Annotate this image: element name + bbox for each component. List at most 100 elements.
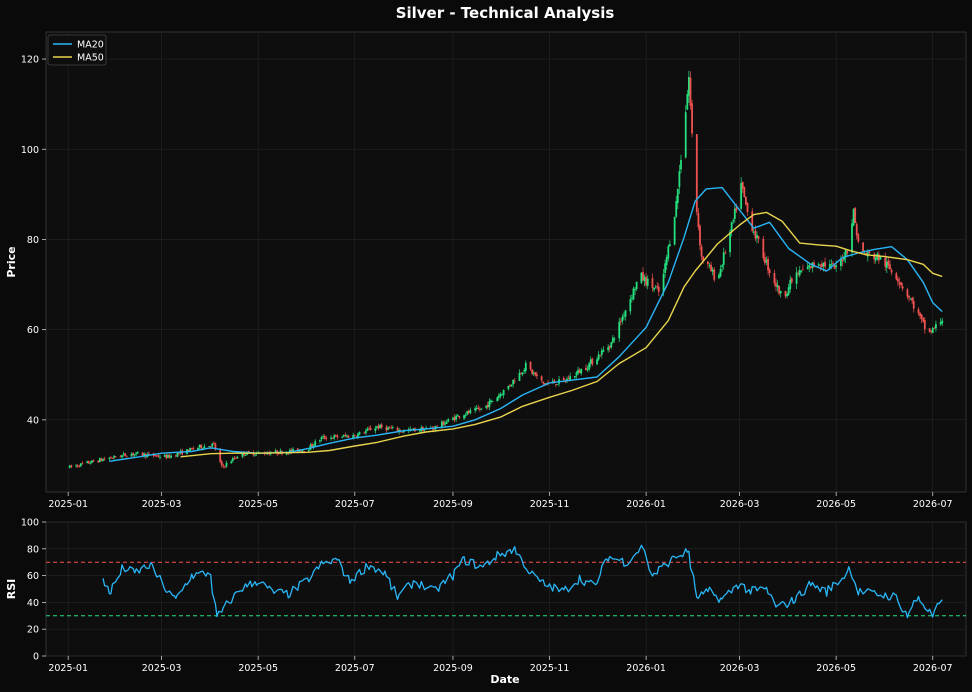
candle-up (586, 368, 589, 370)
series-ma50-line (180, 211, 943, 458)
candle-up (521, 372, 524, 375)
candle-up (445, 421, 448, 424)
rsi-x-tick-label: 2025-07 (335, 663, 375, 674)
candle-down (911, 297, 914, 301)
candle-down (132, 453, 134, 455)
candle-up (779, 290, 782, 294)
candle-up (851, 223, 853, 253)
rsi-x-tick-label: 2025-01 (48, 663, 88, 674)
rsi-x-axis: 2025-01 2025-03 2025-05 2025-07 2025-09 2025-… (48, 656, 953, 674)
candle-up (730, 222, 733, 232)
candle-up (719, 268, 722, 277)
candle-down (233, 458, 236, 459)
candle-up (366, 428, 369, 431)
candle-down (591, 358, 594, 365)
candle-down (453, 417, 456, 421)
candle-up (274, 450, 277, 453)
candle-up (817, 264, 820, 266)
candle-up (580, 368, 583, 374)
candle-up (630, 297, 633, 299)
candle-up (607, 347, 610, 351)
price-x-tick-label: 2026-01 (626, 499, 666, 510)
candle-up (507, 386, 510, 390)
candle-down (311, 444, 313, 447)
candle-down (619, 321, 622, 322)
candle-up (341, 437, 344, 438)
candle-down (657, 286, 660, 292)
candle-up (512, 379, 515, 385)
candle-up (602, 349, 605, 352)
candle-down (76, 465, 79, 467)
candle-up (668, 244, 671, 247)
candle-down (841, 259, 844, 261)
candle-up (935, 324, 937, 329)
candle-down (645, 277, 648, 286)
candle-up (322, 436, 325, 438)
candle-down (100, 458, 103, 461)
candle-down (578, 370, 581, 373)
candle-up (789, 279, 792, 289)
candle-up (211, 443, 214, 447)
price-y-axis: 40 60 80 100 120 (21, 55, 46, 426)
candle-up (241, 452, 244, 457)
candle-down (111, 458, 114, 459)
candle-up (879, 256, 882, 260)
candle-up (621, 316, 624, 322)
candle-up (676, 188, 679, 204)
candle-down (287, 453, 290, 454)
candle-up (840, 258, 842, 267)
candle-up (941, 320, 944, 324)
candle-up (665, 257, 668, 265)
candle-up (686, 94, 689, 110)
candle-up (320, 437, 323, 440)
candle-up (292, 448, 294, 452)
candle-down (509, 385, 511, 387)
candle-down (377, 425, 380, 429)
candle-down (890, 269, 893, 273)
price-y-tick-label: 40 (27, 415, 39, 426)
candle-up (342, 435, 345, 437)
candle-up (307, 449, 310, 451)
candle-down (214, 443, 217, 450)
candle-down (385, 426, 388, 431)
price-x-tick-label: 2025-09 (433, 499, 473, 510)
candle-up (667, 246, 670, 259)
candle-down (155, 455, 158, 457)
candle-up (524, 362, 527, 371)
candle-up (588, 363, 591, 370)
candle-down (178, 452, 180, 454)
candle-down (906, 289, 909, 297)
candle-down (70, 465, 73, 467)
candle-down (222, 465, 225, 467)
candle-up (835, 265, 838, 268)
candle-up (475, 407, 478, 409)
candle-down (209, 446, 212, 448)
candle-down (691, 103, 693, 134)
candle-up (98, 458, 101, 462)
candle-down (809, 266, 812, 269)
candle-up (786, 294, 788, 297)
candle-down (695, 134, 698, 213)
moving-averages (109, 186, 943, 462)
candle-up (808, 265, 811, 268)
candle-up (143, 453, 146, 457)
candle-down (401, 431, 404, 433)
candle-down (656, 285, 659, 288)
candle-down (790, 278, 793, 283)
candle-up (319, 440, 321, 442)
candle-up (765, 260, 768, 263)
candle-down (219, 449, 222, 462)
rsi-y-axis: 0 20 40 60 80 100 (21, 518, 46, 663)
candle-down (200, 444, 203, 449)
candle-up (352, 435, 355, 438)
candle-up (440, 421, 443, 428)
candle-up (345, 435, 348, 437)
candle-up (629, 299, 632, 312)
candle-down (887, 260, 890, 266)
price-x-tick-label: 2025-05 (238, 499, 278, 510)
candle-down (923, 320, 926, 330)
candle-down (520, 373, 522, 375)
candle-up (722, 252, 725, 265)
candle-up (589, 359, 592, 364)
